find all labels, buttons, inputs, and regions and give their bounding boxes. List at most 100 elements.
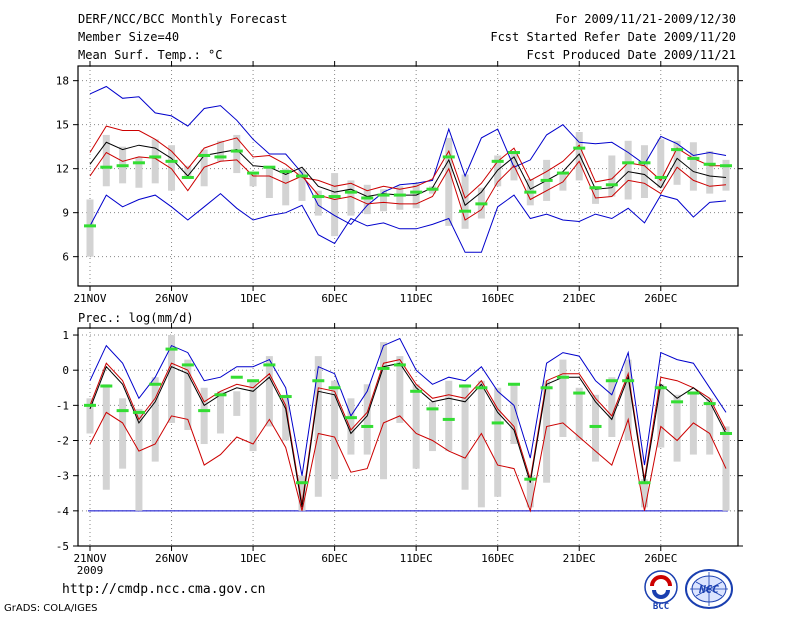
prec-spread-box <box>559 359 567 437</box>
prec-median-marker <box>377 366 390 370</box>
prec-median-marker <box>638 481 651 485</box>
prec-median-marker <box>312 379 325 383</box>
temp-spread-box <box>412 183 420 209</box>
prec-median-marker <box>720 431 732 435</box>
temp-spread-box <box>282 168 290 206</box>
prec-median-marker <box>654 386 667 390</box>
prec-spread-box <box>363 384 371 455</box>
temp-median-marker <box>328 195 341 199</box>
temp-median-marker <box>703 162 716 166</box>
temp-median-marker <box>605 183 618 187</box>
prec-median-marker <box>605 379 618 383</box>
prec-spread-box <box>706 398 714 455</box>
prec-median-marker <box>540 386 553 390</box>
prec-median-marker <box>361 424 374 428</box>
temp-median-marker <box>393 193 406 197</box>
temp-spread-box <box>249 173 257 187</box>
temp-median-marker <box>344 190 357 194</box>
temp-median-marker <box>247 171 260 175</box>
prec-median-marker <box>687 391 700 395</box>
prec-spread-box <box>477 380 485 508</box>
prec-line-lower <box>89 411 727 513</box>
prec-spread-box <box>102 384 110 490</box>
temp-median-marker <box>442 155 455 159</box>
prec-median-marker <box>214 393 227 397</box>
temp-median-marker <box>654 175 667 179</box>
prec-median-marker <box>165 347 178 351</box>
precipitation-chart: -5 -4 -3 -2 -1 0 1 21NOV 26NOV 1DEC 6DEC 11DEC 16DEC… <box>56 323 743 577</box>
temp-median-marker <box>263 165 276 169</box>
temp-median-marker <box>687 156 700 160</box>
temp-median-marker <box>671 148 684 152</box>
prec-spread-box <box>331 380 339 480</box>
temp-spread-box <box>331 173 339 237</box>
temp-spread-box <box>102 134 110 187</box>
ncc-logo-text: NCC <box>698 583 719 596</box>
temp-spread-box <box>151 139 159 184</box>
prec-spread-box <box>592 394 600 462</box>
prec-median-marker <box>100 384 113 388</box>
temp-xtick-label: 21NOV <box>73 292 106 305</box>
temp-median-marker <box>132 161 145 165</box>
prec-xtick-label: 21NOV <box>73 552 106 565</box>
temp-spread-box <box>298 168 306 201</box>
temp-median-marker <box>720 164 732 168</box>
prec-median-marker <box>296 481 308 485</box>
prec-spread-box <box>380 342 388 480</box>
temp-spread-box <box>673 140 681 185</box>
temp-spread-box <box>722 159 730 191</box>
prec-xtick-label: 1DEC <box>240 552 267 565</box>
ncc-logo: NCC <box>685 569 733 609</box>
temp-spread-box <box>86 199 94 257</box>
temp-median-marker <box>491 159 504 163</box>
prec-spread-box <box>216 391 224 434</box>
temp-line-upper <box>89 125 726 199</box>
prec-spread-box <box>347 398 355 455</box>
temp-line-mean <box>89 141 727 207</box>
temp-ytick-label: 12 <box>56 163 69 176</box>
temp-median-marker <box>165 159 178 163</box>
temp-xtick-label: 11DEC <box>400 292 433 305</box>
prec-median-marker <box>230 375 243 379</box>
prec-spread-box <box>298 475 306 511</box>
prec-ytick-label: -5 <box>56 540 69 553</box>
prec-spread-box <box>526 475 534 508</box>
temp-xtick-year: 2009 <box>77 304 104 305</box>
temp-xtick-label: 26DEC <box>644 292 677 305</box>
member-size-label: Member Size=40 <box>78 30 180 44</box>
prec-median-marker <box>328 386 341 390</box>
prec-spread-box <box>249 380 257 452</box>
temp-spread-box <box>575 132 583 181</box>
temp-spread-box <box>689 142 697 191</box>
prec-ytick-label: -4 <box>56 505 70 518</box>
temp-median-marker <box>540 178 553 182</box>
temp-median-marker <box>84 224 96 228</box>
temp-median-marker <box>214 155 227 159</box>
temp-spread-box <box>445 137 453 226</box>
temp-spread-box <box>559 174 567 191</box>
temperature-variable-label: Mean Surf. Temp.: °C <box>78 48 223 62</box>
prec-median-marker <box>508 382 520 386</box>
prec-median-marker <box>589 424 602 428</box>
temperature-chart: 6 9 12 15 18 21NOV 26NOV 1DEC 6DEC 11DEC 16DEC 21DE… <box>56 61 743 305</box>
prec-spread-box <box>119 398 127 469</box>
prec-ytick-label: -3 <box>56 470 69 483</box>
prec-spread-box <box>265 356 273 427</box>
temp-spread-box <box>347 180 355 216</box>
prec-line-max <box>89 337 727 476</box>
figure-title: DERF/NCC/BCC Monthly Forecast <box>78 12 288 26</box>
prec-median-marker <box>247 379 260 383</box>
prec-xtick-label: 16DEC <box>481 552 514 565</box>
prec-spread-box <box>494 387 502 497</box>
temp-line-max <box>89 85 727 226</box>
prec-median-marker <box>279 395 292 399</box>
temp-median-marker <box>377 193 390 197</box>
prec-spread-box <box>314 356 322 497</box>
temp-median-marker <box>556 171 569 175</box>
temp-spread-box <box>657 139 665 188</box>
prec-line-mean <box>89 362 727 508</box>
prec-median-marker <box>426 407 439 411</box>
temp-median-marker <box>149 155 162 159</box>
prec-median-marker <box>671 400 684 404</box>
